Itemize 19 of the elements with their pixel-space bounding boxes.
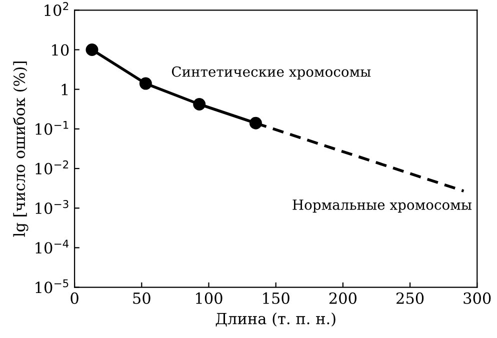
x-axis-title: Длина (т. п. н.) bbox=[216, 312, 336, 327]
annotation: Нормальные хромосомы bbox=[292, 200, 472, 213]
x-tick-label: 250 bbox=[396, 292, 424, 304]
x-tick-label: 150 bbox=[263, 292, 290, 304]
y-tick-label: 10$^{−5}$ bbox=[36, 279, 68, 294]
x-tick-label: 0 bbox=[70, 292, 78, 304]
x-tick-label: 200 bbox=[329, 292, 356, 304]
x-tick-label: 300 bbox=[464, 292, 491, 304]
y-tick-label: 10 bbox=[52, 44, 69, 56]
y-axis-title: lg [число ошибок (%)] bbox=[12, 62, 28, 237]
annotation: Синтетические хромосомы bbox=[172, 66, 371, 80]
y-tick-label: 10$^{−1}$ bbox=[36, 120, 68, 135]
x-tick-label: 50 bbox=[133, 292, 150, 304]
x-tick-label: 100 bbox=[196, 292, 222, 304]
y-tick-label: 10$^{−4}$ bbox=[36, 240, 69, 254]
y-tick-label: 10$^{−2}$ bbox=[36, 160, 68, 174]
y-tick-label: 10$^{2}$ bbox=[44, 2, 68, 16]
y-tick-label: 1 bbox=[62, 84, 68, 96]
y-tick-label: 10$^{−3}$ bbox=[36, 200, 68, 214]
